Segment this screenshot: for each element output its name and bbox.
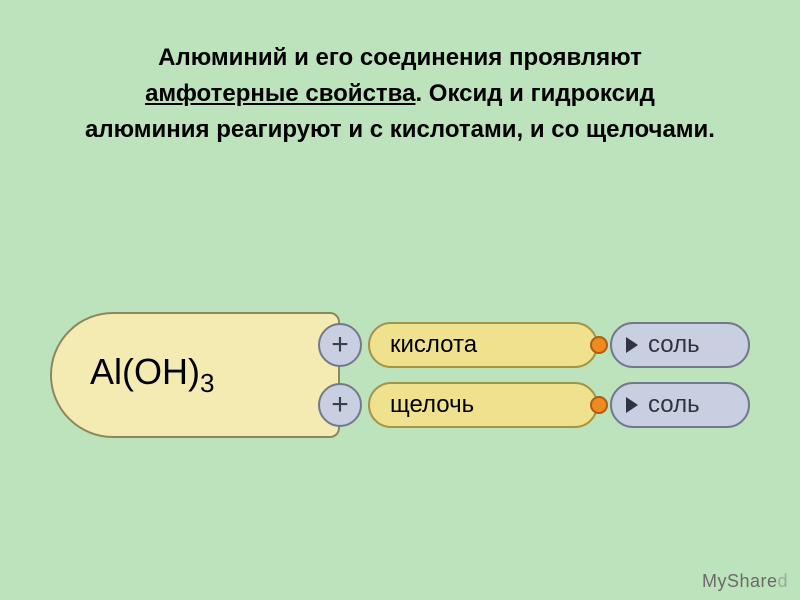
result-bottom-pill: соль [610,382,750,428]
reagent-base-pill: щелочь [368,382,598,428]
result-top-pill: соль [610,322,750,368]
result-top-label: соль [648,331,700,359]
heading-line1: Алюминий и его соединения проявляют [158,44,642,71]
plus-icon-bottom: + [318,383,362,427]
plus-sign: + [331,388,349,422]
formula-text: Al(OH)3 [90,351,214,399]
formula-sub: 3 [200,368,214,398]
reaction-diagram: Al(OH)3 + + кислота щелочь соль соль [50,290,750,460]
triangle-icon [626,337,638,353]
plus-sign: + [331,328,349,362]
watermark: MyShared [702,571,788,592]
heading-underlined: амфотерные свойства [145,80,415,107]
formula-box: Al(OH)3 [50,312,340,438]
connector-dot-bottom [590,396,608,414]
heading-line2-post: . Оксид и гидроксид [415,80,654,107]
result-bottom-label: соль [648,391,700,419]
formula-main: Al(OH) [90,351,200,392]
reagent-base-label: щелочь [390,391,474,419]
plus-icon-top: + [318,323,362,367]
watermark-dim: d [777,571,788,591]
reagent-acid-label: кислота [390,331,477,359]
watermark-main: MyShare [702,571,778,591]
heading-text: Алюминий и его соединения проявляют амфо… [40,40,760,148]
reagent-acid-pill: кислота [368,322,598,368]
triangle-icon [626,397,638,413]
heading-line3: алюминия реагируют и с кислотами, и со щ… [85,116,715,143]
connector-dot-top [590,336,608,354]
